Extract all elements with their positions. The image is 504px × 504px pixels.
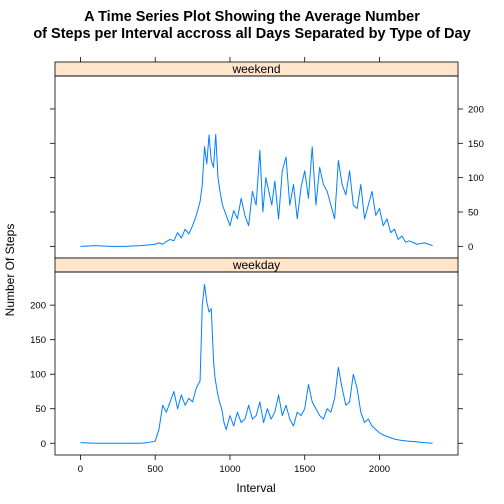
strip-label-weekday: weekday <box>232 258 280 272</box>
panel-frame-weekend <box>54 75 459 259</box>
y-tick-label-weekend-3: 150 <box>468 139 484 150</box>
y-tick-label-weekday-2: 100 <box>30 370 46 381</box>
x-tick-label-4: 2000 <box>369 464 390 475</box>
y-tick-label-weekday-3: 150 <box>30 335 46 346</box>
y-tick-label-weekend-1: 50 <box>468 207 479 218</box>
chart-title-line-2: of Steps per Interval accross all Days S… <box>33 26 470 42</box>
y-tick-label-weekend-0: 0 <box>468 242 473 253</box>
panel-weekend: weekend 0 50 100 150 200 <box>50 57 484 259</box>
series-line-weekend <box>80 133 433 247</box>
series-line-weekday <box>80 283 433 444</box>
y-tick-label-weekday-1: 50 <box>35 404 46 415</box>
y-tick-label-weekday-4: 200 <box>30 301 46 312</box>
y-tick-label-weekend-4: 200 <box>468 104 484 115</box>
x-axis-label: Interval <box>236 481 275 495</box>
panel-frame-weekday <box>54 271 459 456</box>
x-tick-label-3: 1500 <box>294 464 315 475</box>
y-tick-label-weekday-0: 0 <box>41 439 46 450</box>
x-tick-label-1: 500 <box>147 464 163 475</box>
chart-title-line-1: A Time Series Plot Showing the Average N… <box>84 9 420 25</box>
x-tick-label-0: 0 <box>78 464 83 475</box>
y-axis-label: Number Of Steps <box>3 224 17 317</box>
y-tick-label-weekend-2: 100 <box>468 173 484 184</box>
x-tick-label-2: 1000 <box>219 464 240 475</box>
strip-label-weekend: weekend <box>231 62 280 76</box>
